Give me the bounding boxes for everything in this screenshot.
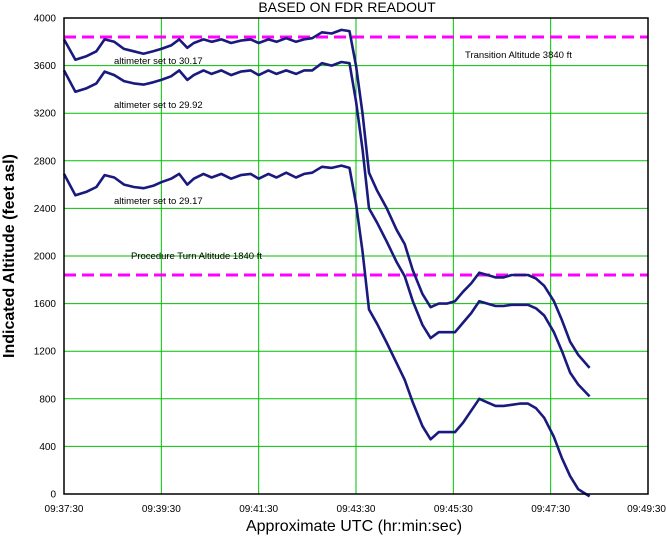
series-label-29-92: altimeter set to 29.92: [114, 100, 203, 111]
x-tick-label-1: 09:39:30: [142, 504, 181, 515]
y-tick-label-8: 3200: [34, 109, 57, 120]
reference-label-procedure-turn: Procedure Turn Altitude 1840 ft: [131, 251, 262, 262]
chart-title: BASED ON FDR READOUT: [258, 0, 436, 15]
x-tick-labels: 09:37:30 09:39:30 09:41:30 09:43:30 09:45:30…: [45, 504, 667, 515]
y-tick-label-7: 2800: [34, 156, 57, 167]
y-tick-label-10: 4000: [34, 14, 57, 25]
y-tick-labels: 0 400 800 1200 1600 2000 2400 2800 3200 3600 4000: [34, 14, 57, 501]
data-series: [62, 28, 591, 498]
x-tick-label-2: 09:41:30: [239, 504, 278, 515]
y-tick-label-1: 400: [39, 442, 56, 453]
x-tick-label-4: 09:45:30: [434, 504, 473, 515]
y-tick-label-0: 0: [50, 490, 56, 501]
y-tick-label-4: 1600: [34, 299, 57, 310]
series-line-2: [62, 164, 591, 498]
plot-border: [63, 17, 649, 495]
x-tick-label-5: 09:47:30: [531, 504, 570, 515]
y-tick-label-9: 3600: [34, 61, 57, 72]
x-tick-label-6: 09:49:30: [627, 504, 666, 515]
series-label-30-17: altimeter set to 30.17: [114, 56, 203, 67]
y-tick-label-3: 1200: [34, 347, 57, 358]
y-tick-label-6: 2400: [34, 204, 57, 215]
reference-lines: [64, 35, 648, 277]
y-tick-label-2: 800: [39, 394, 56, 405]
series-label-29-17: altimeter set to 29.17: [114, 196, 203, 207]
series-line-1: [62, 60, 591, 398]
reference-label-transition: Transition Altitude 3840 ft: [465, 50, 572, 61]
y-tick-label-5: 2000: [34, 252, 57, 263]
x-tick-label-0: 09:37:30: [45, 504, 84, 515]
y-axis-label: Indicated Altitude (feet asl): [1, 154, 18, 358]
x-axis-label: Approximate UTC (hr:min:sec): [246, 518, 462, 535]
series-line-0: [62, 28, 591, 369]
x-tick-label-3: 09:43:30: [337, 504, 376, 515]
